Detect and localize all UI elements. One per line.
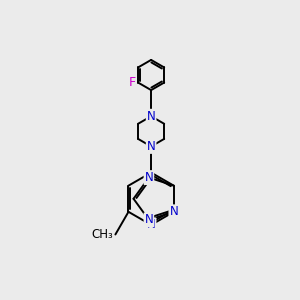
Text: N: N	[145, 213, 153, 226]
Text: N: N	[147, 218, 155, 231]
Text: F: F	[129, 76, 136, 89]
Text: CH₃: CH₃	[91, 228, 113, 241]
Text: N: N	[147, 110, 155, 123]
Text: N: N	[169, 205, 178, 218]
Text: N: N	[145, 171, 153, 184]
Text: N: N	[147, 140, 155, 153]
